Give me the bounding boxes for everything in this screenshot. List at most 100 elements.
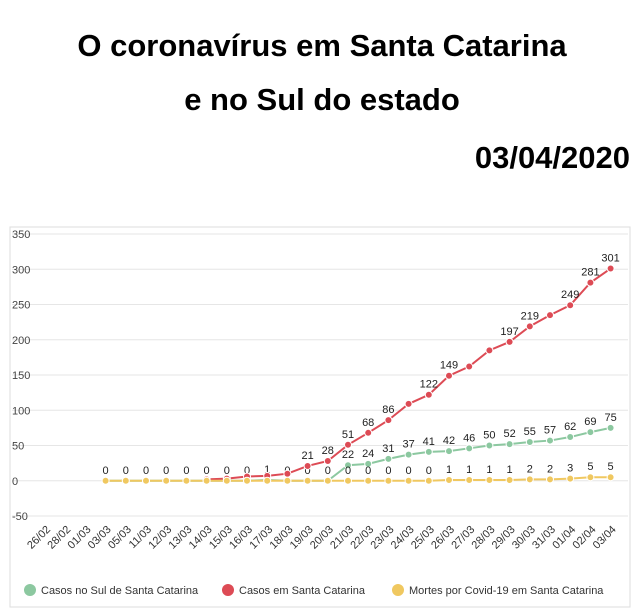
data-point [243,476,251,485]
data-point [606,473,615,482]
data-label: 0 [345,465,351,477]
data-point [424,476,433,485]
series-line [105,476,611,482]
data-label: 46 [463,432,475,444]
data-label: 0 [224,465,230,477]
data-point [222,476,231,485]
data-label: 5 [587,461,593,473]
data-label: 149 [440,360,458,372]
data-label: 0 [123,465,129,477]
data-label: 0 [406,465,412,477]
data-label: 0 [244,465,250,477]
data-point [586,428,595,437]
data-point [162,476,171,485]
data-point [384,416,393,425]
data-label: 52 [503,428,515,440]
y-tick-label: 0 [12,476,18,488]
data-label: 122 [420,379,438,391]
data-label: 1 [264,464,270,476]
legend-label: Casos em Santa Catarina [239,585,366,597]
data-label: 0 [204,465,210,477]
data-point [323,476,332,485]
x-tick-label: 05/03 [106,524,134,552]
data-label: 22 [342,449,354,461]
data-point [364,476,373,485]
data-point [445,476,453,485]
legend-swatch [392,584,404,596]
data-label: 31 [382,443,394,455]
data-point [606,264,615,273]
data-label: 281 [581,267,599,279]
data-label: 57 [544,425,556,437]
data-label: 0 [163,465,169,477]
data-point [344,461,352,470]
data-label: 0 [426,465,432,477]
y-tick-label: 300 [12,264,30,276]
data-label: 50 [483,430,495,442]
data-point [202,476,211,485]
data-label: 249 [561,289,579,301]
data-label: 42 [443,435,455,447]
data-point [445,447,453,456]
data-point [101,476,110,485]
date: 03/04/2020 [475,140,630,175]
data-label: 75 [604,412,616,424]
data-point [263,476,272,485]
data-label: 41 [423,436,435,448]
data-label: 68 [362,417,374,429]
data-point [566,474,575,483]
data-label: 197 [500,326,518,338]
data-point [586,473,595,482]
data-label: 69 [584,416,596,428]
data-point [344,476,352,485]
data-point [505,476,514,485]
data-point [546,311,554,320]
y-tick-label: 250 [12,300,30,312]
data-point [344,440,352,449]
data-point [505,440,514,449]
data-label: 1 [466,464,472,476]
data-point [566,301,575,310]
data-label: 62 [564,421,576,433]
data-point [384,454,393,463]
data-point [525,322,534,331]
data-label: 0 [103,465,109,477]
data-point [182,476,191,485]
data-label: 2 [547,463,553,475]
chart-frame [9,226,631,608]
data-label: 2 [527,463,533,475]
data-point [546,436,554,445]
data-label: 24 [362,448,374,460]
data-point [121,476,130,485]
y-tick-label: 50 [12,441,24,453]
data-label: 0 [325,465,331,477]
data-label: 3 [567,463,573,475]
data-point [586,278,595,287]
data-label: 0 [183,465,189,477]
data-label: 86 [382,404,394,416]
title-line: e no Sul do estado [184,82,460,117]
data-label: 5 [608,461,614,473]
data-point [465,444,474,453]
y-tick-label: 350 [12,229,30,241]
data-point [364,459,373,468]
y-tick-label: 150 [12,370,30,382]
data-point [424,447,433,456]
data-label: 0 [143,465,149,477]
data-point [303,461,312,470]
legend-swatch [24,584,36,596]
data-point [404,399,413,408]
data-point [525,437,534,446]
y-tick-label: 100 [12,405,30,417]
data-label: 1 [486,464,492,476]
data-point [485,346,494,355]
data-point [323,457,332,466]
data-label: 55 [524,426,536,438]
data-label: 21 [301,450,313,462]
y-tick-label: -50 [12,511,28,523]
data-point [546,475,554,484]
data-label: 51 [342,429,354,441]
data-label: 1 [446,464,452,476]
data-point [525,475,534,484]
legend-swatch [222,584,234,596]
